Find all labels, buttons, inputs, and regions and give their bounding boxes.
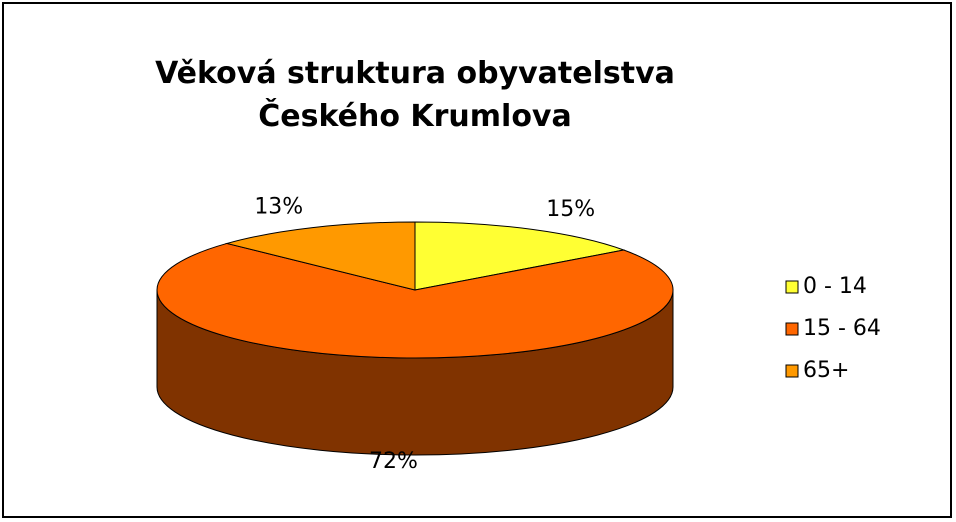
legend-label: 65+ bbox=[803, 358, 849, 383]
data-label: 15% bbox=[546, 197, 595, 222]
data-label: 13% bbox=[254, 194, 303, 219]
data-label: 72% bbox=[369, 449, 418, 474]
legend-swatch bbox=[785, 364, 799, 378]
legend-label: 15 - 64 bbox=[803, 316, 881, 341]
legend-swatch bbox=[785, 280, 799, 294]
legend-label: 0 - 14 bbox=[803, 274, 867, 299]
slice bbox=[224, 221, 416, 291]
chart-title: Věková struktura obyvatelstva Českého Kr… bbox=[155, 56, 675, 134]
slice bbox=[156, 242, 674, 359]
slice bbox=[414, 221, 626, 291]
legend-swatch bbox=[785, 322, 799, 336]
